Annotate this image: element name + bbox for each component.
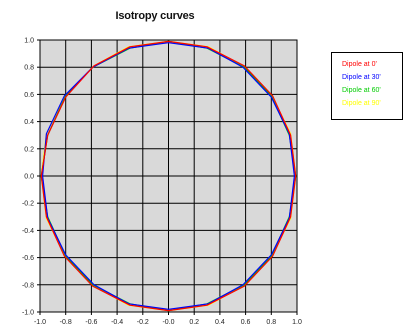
legend: Dipole at 0' Dipole at 30' Dipole at 60'… [331, 52, 403, 120]
y-tick-label: -0.2 [22, 201, 34, 208]
series-line-1 [41, 42, 295, 310]
chart-title: Isotropy curves [115, 10, 195, 22]
y-tick-label: -0.6 [22, 255, 34, 262]
legend-entry-3: Dipole at 90' [342, 100, 381, 107]
y-tick-label: -0.4 [22, 228, 34, 235]
y-tick-label: -1.0 [22, 310, 34, 317]
y-tick-label: 0.4 [24, 119, 34, 126]
x-tick-label: 0.2 [189, 319, 199, 326]
x-tick-label: 1.0 [292, 319, 302, 326]
y-tick-label: 0.6 [24, 92, 34, 99]
x-tick-label: -0.4 [111, 319, 123, 326]
y-tick-label: 0.2 [24, 146, 34, 153]
x-tick-label: -0.2 [137, 319, 149, 326]
x-tick-label: 0.6 [241, 319, 251, 326]
y-tick-label: 1.0 [24, 38, 34, 45]
x-tick-label: -0.6 [85, 319, 97, 326]
y-tick-label: -0.8 [22, 282, 34, 289]
x-tick-label: -1.0 [34, 319, 46, 326]
legend-entry-2: Dipole at 60' [342, 87, 381, 94]
x-tick-label: 0.8 [266, 319, 276, 326]
x-tick-label: -0.0 [162, 319, 174, 326]
x-tick-label: 0.4 [215, 319, 225, 326]
y-tick-label: 0.0 [24, 174, 34, 181]
x-tick-label: -0.8 [60, 319, 72, 326]
legend-entry-0: Dipole at 0' [342, 61, 377, 68]
legend-entry-1: Dipole at 30' [342, 74, 381, 81]
y-tick-label: 0.8 [24, 65, 34, 72]
series-line-0 [40, 40, 297, 312]
